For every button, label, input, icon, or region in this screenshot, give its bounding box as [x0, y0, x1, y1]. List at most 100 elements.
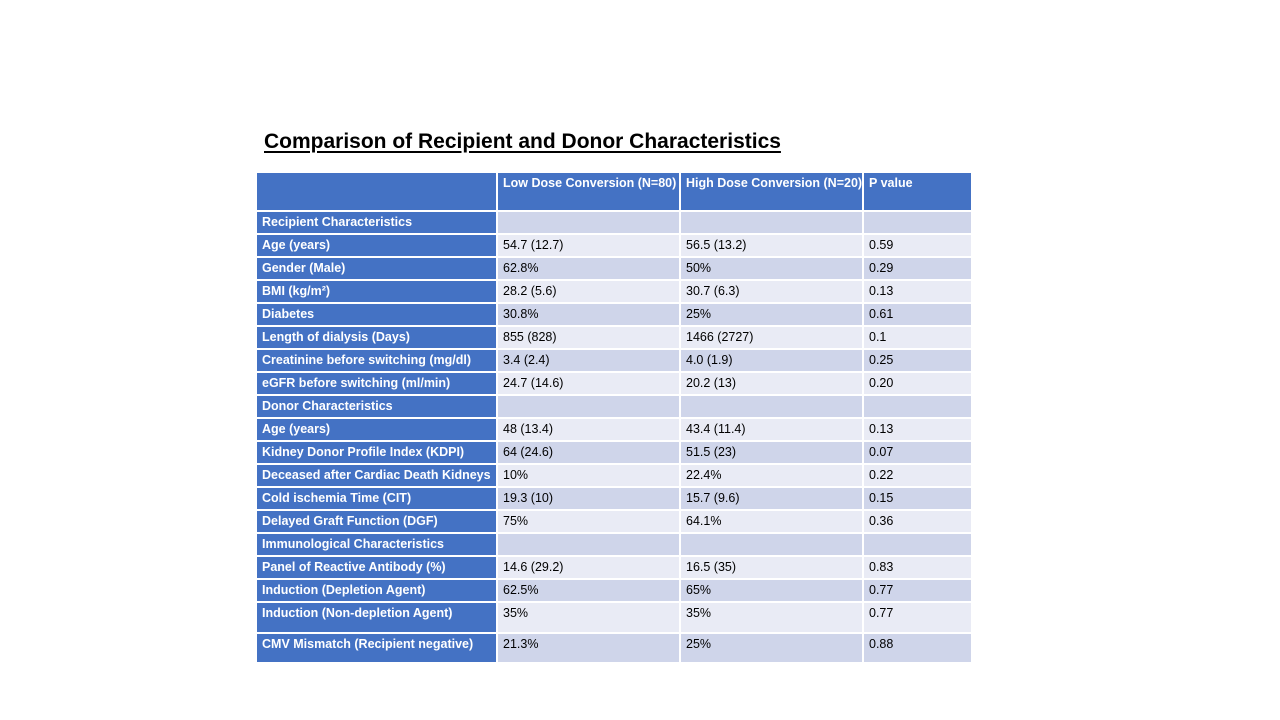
high-dose-value: 51.5 (23) [679, 440, 864, 465]
row-label: Recipient Characteristics [255, 210, 498, 235]
row-label: Delayed Graft Function (DGF) [255, 509, 498, 534]
table-row: Age (years) 48 (13.4) 43.4 (11.4) 0.13 [255, 417, 973, 442]
p-value: 0.25 [862, 348, 973, 373]
high-dose-value: 25% [679, 302, 864, 327]
p-value: 0.13 [862, 417, 973, 442]
p-value: 0.29 [862, 256, 973, 281]
high-dose-value: 43.4 (11.4) [679, 417, 864, 442]
high-dose-value: 50% [679, 256, 864, 281]
low-dose-value [496, 210, 681, 235]
table-row: Delayed Graft Function (DGF) 75% 64.1% 0.36 [255, 509, 973, 534]
high-dose-value: 1466 (2727) [679, 325, 864, 350]
row-label: Donor Characteristics [255, 394, 498, 419]
low-dose-value: 14.6 (29.2) [496, 555, 681, 580]
row-label: Kidney Donor Profile Index (KDPI) [255, 440, 498, 465]
low-dose-value: 855 (828) [496, 325, 681, 350]
p-value [862, 210, 973, 235]
high-dose-value: 65% [679, 578, 864, 603]
table-header-row: Low Dose Conversion (N=80) High Dose Con… [255, 171, 973, 212]
high-dose-value [679, 394, 864, 419]
p-value: 0.1 [862, 325, 973, 350]
table-row: Induction (Non-depletion Agent) 35% 35% 0.7… [255, 601, 973, 634]
low-dose-value: 62.8% [496, 256, 681, 281]
p-value: 0.61 [862, 302, 973, 327]
table-row: Age (years) 54.7 (12.7) 56.5 (13.2) 0.59 [255, 233, 973, 258]
table-row: Panel of Reactive Antibody (%) 14.6 (29.2… [255, 555, 973, 580]
p-value: 0.83 [862, 555, 973, 580]
table-row: Cold ischemia Time (CIT) 19.3 (10) 15.7 (9… [255, 486, 973, 511]
p-value [862, 532, 973, 557]
table-row: Deceased after Cardiac Death Kidneys 10% 2… [255, 463, 973, 488]
low-dose-value: 75% [496, 509, 681, 534]
high-dose-value: 64.1% [679, 509, 864, 534]
high-dose-value: 16.5 (35) [679, 555, 864, 580]
high-dose-value: 25% [679, 632, 864, 664]
table-row: CMV Mismatch (Recipient negative) 21.3% 25… [255, 632, 973, 664]
row-label: Cold ischemia Time (CIT) [255, 486, 498, 511]
row-label: Panel of Reactive Antibody (%) [255, 555, 498, 580]
table-row: Induction (Depletion Agent) 62.5% 65% 0.77 [255, 578, 973, 603]
low-dose-value: 10% [496, 463, 681, 488]
low-dose-value: 48 (13.4) [496, 417, 681, 442]
row-label: Length of dialysis (Days) [255, 325, 498, 350]
row-label: Creatinine before switching (mg/dl) [255, 348, 498, 373]
p-value: 0.15 [862, 486, 973, 511]
low-dose-value: 54.7 (12.7) [496, 233, 681, 258]
characteristics-table: Low Dose Conversion (N=80) High Dose Con… [255, 171, 973, 664]
table-row: Immunological Characteristics [255, 532, 973, 557]
slide-title: Comparison of Recipient and Donor Charac… [264, 130, 781, 153]
low-dose-value: 24.7 (14.6) [496, 371, 681, 396]
row-label: Deceased after Cardiac Death Kidneys [255, 463, 498, 488]
high-dose-value: 15.7 (9.6) [679, 486, 864, 511]
header-corner-cell [255, 171, 498, 212]
p-value: 0.88 [862, 632, 973, 664]
low-dose-value: 62.5% [496, 578, 681, 603]
high-dose-value: 22.4% [679, 463, 864, 488]
header-p-value: P value [862, 171, 973, 212]
table-row: BMI (kg/m²) 28.2 (5.6) 30.7 (6.3) 0.13 [255, 279, 973, 304]
low-dose-value: 3.4 (2.4) [496, 348, 681, 373]
table-row: Gender (Male) 62.8% 50% 0.29 [255, 256, 973, 281]
p-value: 0.07 [862, 440, 973, 465]
low-dose-value: 64 (24.6) [496, 440, 681, 465]
row-label: Age (years) [255, 417, 498, 442]
p-value: 0.59 [862, 233, 973, 258]
high-dose-value: 20.2 (13) [679, 371, 864, 396]
table-row: Kidney Donor Profile Index (KDPI) 64 (24.… [255, 440, 973, 465]
low-dose-value [496, 532, 681, 557]
row-label: CMV Mismatch (Recipient negative) [255, 632, 498, 664]
row-label: Age (years) [255, 233, 498, 258]
high-dose-value [679, 532, 864, 557]
p-value: 0.77 [862, 601, 973, 634]
table-row: Diabetes 30.8% 25% 0.61 [255, 302, 973, 327]
low-dose-value: 35% [496, 601, 681, 634]
p-value: 0.36 [862, 509, 973, 534]
table-row: Recipient Characteristics [255, 210, 973, 235]
low-dose-value: 19.3 (10) [496, 486, 681, 511]
p-value: 0.77 [862, 578, 973, 603]
row-label: Induction (Depletion Agent) [255, 578, 498, 603]
low-dose-value [496, 394, 681, 419]
row-label: Diabetes [255, 302, 498, 327]
table-row: Length of dialysis (Days) 855 (828) 1466 (… [255, 325, 973, 350]
high-dose-value: 4.0 (1.9) [679, 348, 864, 373]
row-label: Gender (Male) [255, 256, 498, 281]
p-value [862, 394, 973, 419]
p-value: 0.22 [862, 463, 973, 488]
row-label: Immunological Characteristics [255, 532, 498, 557]
high-dose-value: 35% [679, 601, 864, 634]
high-dose-value [679, 210, 864, 235]
low-dose-value: 21.3% [496, 632, 681, 664]
table-body: Recipient Characteristics Age (years) 54.7… [255, 210, 973, 664]
table-row: Donor Characteristics [255, 394, 973, 419]
header-low-dose: Low Dose Conversion (N=80) [496, 171, 681, 212]
high-dose-value: 56.5 (13.2) [679, 233, 864, 258]
header-high-dose: High Dose Conversion (N=20) [679, 171, 864, 212]
table-row: eGFR before switching (ml/min) 24.7 (14.6… [255, 371, 973, 396]
low-dose-value: 28.2 (5.6) [496, 279, 681, 304]
row-label: BMI (kg/m²) [255, 279, 498, 304]
high-dose-value: 30.7 (6.3) [679, 279, 864, 304]
p-value: 0.20 [862, 371, 973, 396]
row-label: eGFR before switching (ml/min) [255, 371, 498, 396]
p-value: 0.13 [862, 279, 973, 304]
